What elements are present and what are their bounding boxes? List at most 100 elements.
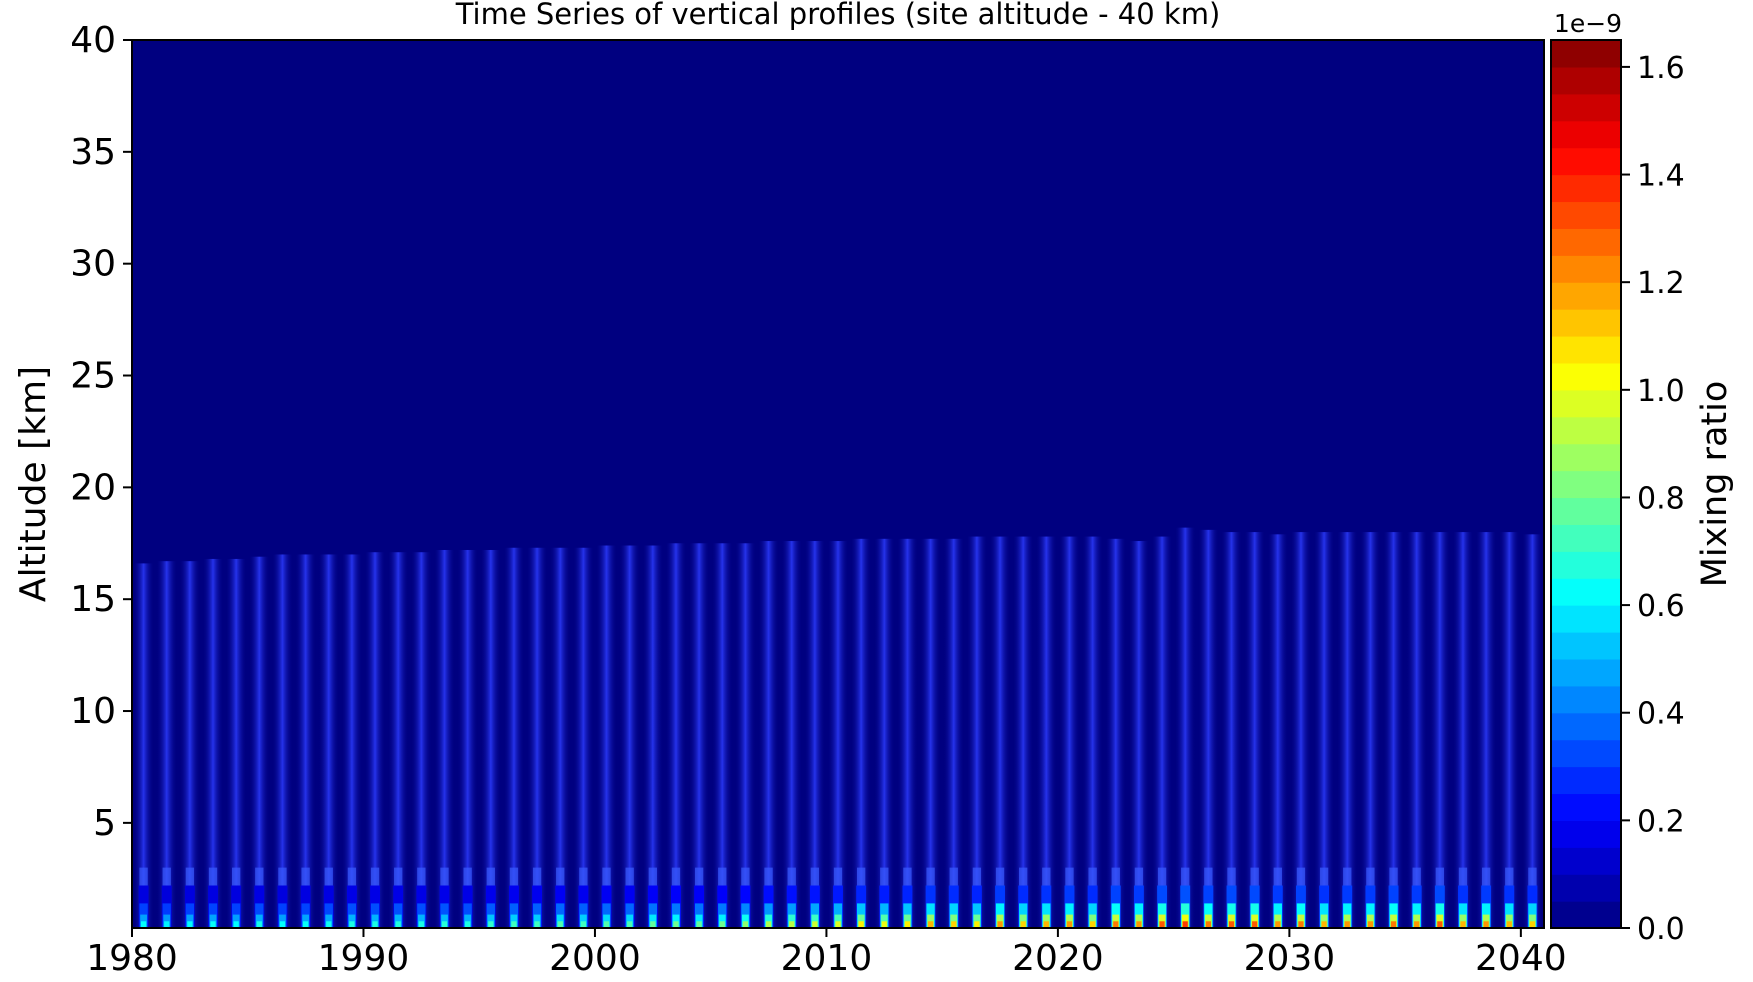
colorbar-band — [1551, 255, 1621, 283]
surface-peak — [858, 921, 864, 928]
season-column — [434, 549, 455, 928]
surface-peak — [951, 921, 957, 928]
surface-peak — [164, 921, 170, 928]
season-band — [642, 545, 664, 928]
season-band — [133, 563, 154, 928]
surface-peak — [1437, 921, 1443, 928]
colorbar-band — [1551, 228, 1621, 256]
surface-peak — [303, 921, 309, 928]
season-band — [1151, 536, 1173, 928]
season-band — [1128, 541, 1150, 928]
surface-peak — [488, 921, 494, 928]
season-column — [897, 538, 918, 928]
season-column — [989, 536, 1011, 928]
season-column — [1429, 532, 1451, 928]
surface-peak — [1252, 921, 1258, 928]
colorbar-band — [1551, 66, 1621, 95]
season-column — [1406, 532, 1428, 928]
plot-area — [131, 39, 1545, 929]
surface-peak — [441, 921, 448, 928]
surface-peak — [1506, 921, 1512, 928]
season-band — [503, 547, 525, 928]
season-band — [179, 561, 201, 928]
season-column — [225, 558, 247, 928]
season-column — [1174, 527, 1196, 928]
y-tick-label: 10 — [70, 691, 116, 732]
y-tick-label: 15 — [70, 579, 116, 620]
season-band — [897, 538, 918, 928]
season-band — [1522, 534, 1543, 928]
season-column — [1128, 541, 1150, 928]
colorbar-band — [1551, 524, 1621, 552]
surface-peak — [650, 921, 656, 928]
colorbar-bands — [1551, 40, 1621, 929]
surface-peak — [1275, 921, 1281, 928]
season-band — [1313, 532, 1335, 928]
x-tick-label: 1980 — [86, 938, 178, 979]
season-column — [1035, 536, 1057, 928]
season-column — [1498, 532, 1520, 928]
surface-peak — [1066, 921, 1073, 928]
season-band — [480, 549, 502, 928]
season-column — [1336, 532, 1358, 928]
colorbar-band — [1551, 712, 1621, 741]
season-column — [804, 541, 826, 928]
season-column — [688, 543, 710, 928]
surface-peak — [580, 921, 586, 928]
x-tick-label: 2000 — [549, 938, 641, 979]
colorbar-tick-label: 1.0 — [1637, 374, 1685, 409]
season-column — [480, 549, 502, 928]
colorbar-tick-label: 1.2 — [1637, 266, 1685, 301]
y-tick-label: 20 — [70, 467, 116, 508]
season-band — [688, 543, 710, 928]
surface-peak — [418, 921, 424, 928]
season-band — [1290, 532, 1312, 928]
season-band — [1429, 532, 1451, 928]
season-band — [549, 547, 571, 928]
season-column — [179, 561, 201, 928]
colorbar-label: Mixing ratio — [1695, 381, 1735, 588]
season-column — [1359, 532, 1381, 928]
season-column — [364, 552, 386, 928]
season-column — [387, 552, 409, 928]
colorbar-band — [1551, 201, 1621, 229]
surface-peak — [904, 921, 911, 928]
surface-peak — [1020, 921, 1026, 928]
season-band — [966, 536, 988, 928]
season-column — [1267, 534, 1289, 928]
surface-peak — [1113, 921, 1119, 928]
season-band — [526, 547, 548, 928]
season-band — [156, 561, 178, 928]
surface-peak — [1043, 921, 1049, 928]
season-band — [989, 536, 1011, 928]
season-column — [295, 554, 317, 928]
season-band — [804, 541, 826, 928]
surface-peak — [1205, 921, 1211, 928]
colorbar-band — [1551, 362, 1621, 391]
season-column — [920, 538, 942, 928]
colorbar-band — [1551, 632, 1621, 660]
surface-peak — [1182, 921, 1188, 928]
season-column — [1452, 532, 1474, 928]
x-tick-label: 2030 — [1244, 938, 1336, 979]
colorbar-band — [1551, 336, 1621, 364]
surface-peak — [673, 921, 679, 928]
season-band — [873, 538, 895, 928]
surface-peak — [279, 921, 286, 928]
season-band — [1244, 532, 1266, 928]
season-band — [1452, 532, 1474, 928]
season-band — [1267, 534, 1289, 928]
surface-peak — [765, 921, 772, 928]
x-tick-label: 2010 — [781, 938, 873, 979]
season-column — [1059, 536, 1080, 928]
surface-peak — [233, 921, 239, 928]
surface-peak — [627, 921, 633, 928]
season-band — [1082, 536, 1104, 928]
x-tick-label: 1990 — [318, 938, 410, 979]
season-band — [457, 549, 479, 928]
surface-peak — [1090, 921, 1096, 928]
season-column — [133, 563, 154, 928]
surface-peak — [789, 921, 795, 928]
season-band — [827, 541, 849, 928]
season-band — [1221, 532, 1242, 928]
